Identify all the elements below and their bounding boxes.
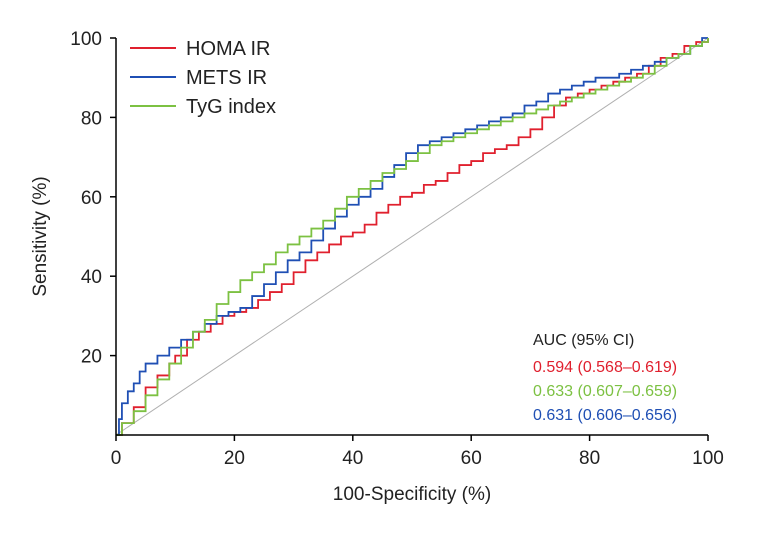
legend-label-mets-ir: METS IR <box>186 67 267 89</box>
auc-annotation: AUC (95% CI) 0.594 (0.568–0.619) 0.633 (… <box>533 332 677 424</box>
legend-label-tyg-index: TyG index <box>186 96 276 118</box>
x-tick-label: 80 <box>579 448 600 469</box>
y-tick-label: 80 <box>81 108 102 129</box>
y-tick-label: 20 <box>81 347 102 368</box>
auc-value-mets-ir: 0.631 (0.606–0.656) <box>533 407 677 424</box>
y-tick-label: 40 <box>81 267 102 288</box>
x-tick-label: 40 <box>342 448 363 469</box>
reference-diagonal <box>115 37 709 436</box>
y-tick-label: 100 <box>70 29 102 50</box>
x-axis-title: 100-Specificity (%) <box>333 484 491 505</box>
y-axis-title: Sensitivity (%) <box>30 176 51 296</box>
x-tick-label: 60 <box>461 448 482 469</box>
series-layer <box>116 37 709 436</box>
ticks-layer: 0 20 40 60 80 100 20 40 60 80 100 <box>70 29 724 469</box>
auc-value-tyg-index: 0.633 (0.607–0.659) <box>533 383 677 400</box>
axes-layer <box>115 38 708 436</box>
auc-header: AUC (95% CI) <box>533 332 634 349</box>
series-line-tyg-index <box>116 38 709 436</box>
auc-value-homa-ir: 0.594 (0.568–0.619) <box>533 359 677 376</box>
x-tick-label: 0 <box>111 448 122 469</box>
series-line-mets-ir <box>116 37 708 436</box>
x-tick-label: 20 <box>224 448 245 469</box>
legend-label-homa-ir: HOMA IR <box>186 38 270 60</box>
y-tick-label: 60 <box>81 188 102 209</box>
x-tick-label: 100 <box>692 448 724 469</box>
legend: HOMA IR METS IR TyG index <box>130 38 276 118</box>
reference-layer <box>115 37 709 436</box>
